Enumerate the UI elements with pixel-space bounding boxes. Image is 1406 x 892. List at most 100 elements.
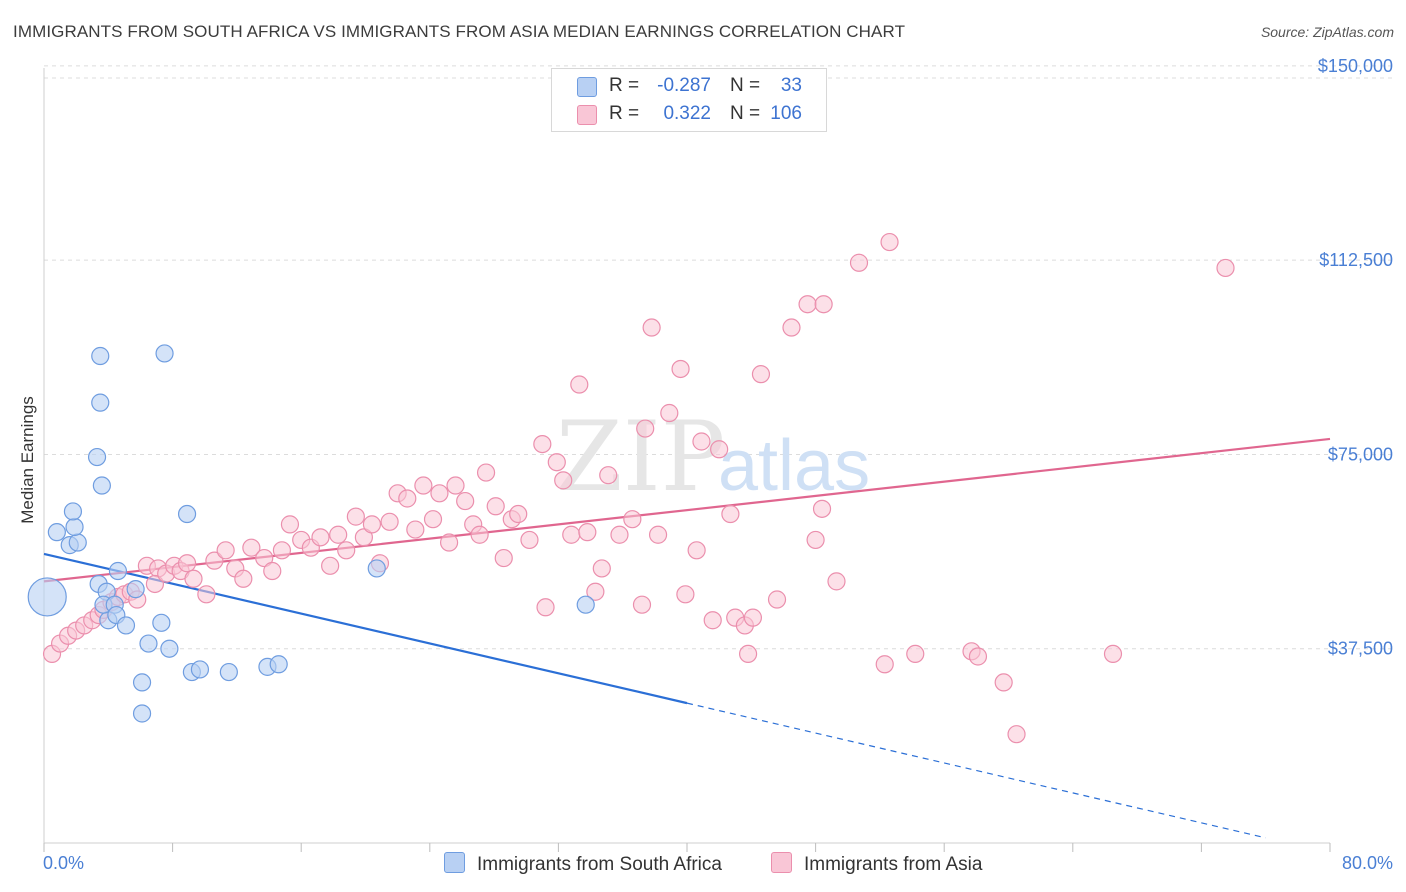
- data-point-asia: [476, 463, 496, 482]
- legend-r-value: -0.287: [657, 75, 711, 96]
- data-point-asia: [547, 453, 566, 472]
- data-point-asia: [578, 523, 597, 542]
- data-point-south-africa: [91, 393, 110, 412]
- data-point-asia: [827, 572, 846, 591]
- data-point-south-africa: [91, 346, 110, 366]
- data-point-asia: [814, 295, 833, 314]
- legend-swatch-asia: [577, 105, 597, 125]
- data-point-asia: [494, 548, 513, 568]
- data-point-asia: [738, 644, 758, 664]
- data-point-south-africa: [126, 580, 145, 599]
- data-point-asia: [406, 520, 425, 539]
- legend-n-value: 106: [770, 103, 802, 124]
- data-point-south-africa: [132, 673, 152, 692]
- data-point-asia: [520, 530, 539, 550]
- y-axis-label: Median Earnings: [18, 396, 37, 524]
- data-point-asia: [398, 489, 417, 508]
- data-point-south-africa: [68, 533, 87, 552]
- data-point-asia: [533, 434, 552, 454]
- legend-swatch-south-africa: [577, 77, 597, 97]
- data-point-asia: [632, 595, 652, 614]
- data-point-asia: [676, 585, 695, 604]
- data-point-asia: [255, 548, 274, 568]
- data-point-asia: [177, 554, 197, 573]
- legend-r-value: 0.322: [663, 103, 711, 124]
- legend-n-label: N =: [730, 103, 761, 124]
- bottom-legend-swatch-asia: [771, 852, 792, 873]
- data-point-asia: [994, 673, 1013, 692]
- legend-n-value: 33: [780, 75, 802, 96]
- data-point-asia: [648, 525, 668, 544]
- data-point-asia: [636, 419, 655, 438]
- bottom-legend-label-south-africa: Immigrants from South Africa: [477, 854, 722, 875]
- data-point-asia: [272, 541, 292, 560]
- trend-line-south-africa: [43, 552, 1266, 839]
- data-point-asia: [430, 484, 449, 503]
- data-point-asia: [782, 318, 801, 337]
- y-tick-labels: $37,500 $75,000 $112,500 $150,000: [1318, 56, 1393, 659]
- data-point-south-africa: [269, 655, 288, 674]
- series-asia-points: [42, 232, 1235, 744]
- correlation-legend: R = -0.287 N = 33 R = 0.322 N = 106: [551, 68, 827, 132]
- data-point-asia: [509, 504, 528, 524]
- data-point-asia: [354, 528, 373, 547]
- data-point-south-africa: [108, 561, 128, 581]
- data-point-south-africa: [177, 504, 197, 524]
- data-point-asia: [849, 253, 869, 272]
- data-point-asia: [329, 525, 348, 544]
- data-point-south-africa: [27, 577, 67, 617]
- data-point-asia: [380, 512, 399, 531]
- data-point-asia: [968, 647, 988, 666]
- data-point-asia: [1103, 644, 1123, 664]
- data-point-asia: [660, 403, 679, 423]
- data-point-asia: [743, 608, 763, 627]
- data-point-asia: [599, 466, 618, 485]
- data-point-south-africa: [92, 476, 111, 495]
- data-point-asia: [806, 530, 825, 550]
- data-point-asia: [423, 510, 443, 529]
- data-point-asia: [798, 295, 817, 314]
- data-point-asia: [470, 525, 489, 544]
- bottom-legend-south-africa: Immigrants from South Africa: [444, 852, 722, 876]
- bottom-legend-label-asia: Immigrants from Asia: [804, 854, 983, 875]
- x-tick-max: 80.0%: [1342, 853, 1393, 873]
- data-point-asia: [337, 541, 356, 560]
- data-point-south-africa: [155, 344, 174, 363]
- watermark: ZIP atlas: [556, 401, 870, 513]
- data-point-asia: [692, 432, 711, 451]
- data-point-asia: [880, 232, 899, 252]
- legend-r-label: R =: [609, 75, 640, 96]
- data-point-asia: [767, 590, 787, 609]
- legend-row-south-africa: R = -0.287 N = 33: [552, 72, 826, 100]
- watermark-zip: ZIP: [556, 401, 725, 513]
- trend-dashed-south-africa: [686, 702, 1266, 839]
- data-point-asia: [205, 551, 224, 570]
- y-tick-label: $150,000: [1318, 56, 1393, 76]
- data-point-asia: [145, 574, 165, 594]
- bottom-legend-swatch-south-africa: [444, 852, 465, 873]
- data-point-asia: [321, 556, 340, 575]
- data-point-asia: [1007, 725, 1026, 744]
- data-point-south-africa: [367, 559, 386, 578]
- data-point-asia: [197, 585, 216, 604]
- data-point-south-africa: [576, 595, 595, 614]
- data-point-south-africa: [87, 447, 107, 467]
- data-point-south-africa: [132, 704, 152, 723]
- data-point-south-africa: [152, 613, 171, 632]
- y-tick-label: $37,500: [1328, 639, 1393, 659]
- axes: [43, 68, 1331, 852]
- data-point-asia: [671, 359, 690, 379]
- data-point-asia: [311, 528, 330, 547]
- data-point-asia: [812, 499, 832, 518]
- data-point-asia: [687, 541, 706, 560]
- data-point-asia: [439, 533, 459, 552]
- data-point-asia: [610, 525, 629, 544]
- data-point-asia: [570, 375, 589, 394]
- source-label: Source: ZipAtlas.com: [1260, 24, 1394, 40]
- data-point-asia: [703, 611, 722, 630]
- gridlines: [44, 65, 1393, 650]
- data-point-asia: [362, 515, 382, 534]
- data-point-asia: [486, 497, 505, 516]
- data-point-asia: [216, 541, 235, 560]
- data-point-asia: [263, 561, 282, 581]
